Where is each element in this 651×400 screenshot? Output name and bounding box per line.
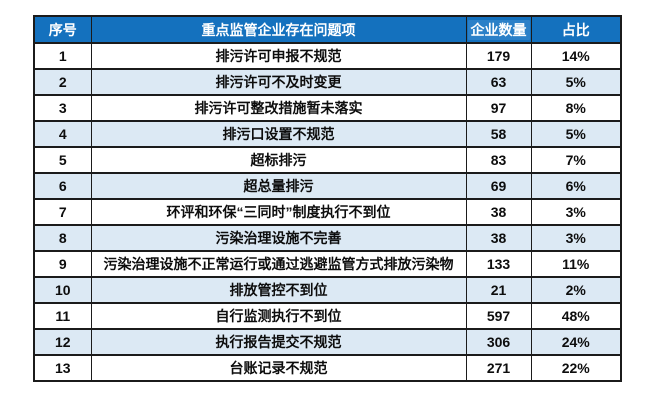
percent-cell: 8% <box>530 94 622 122</box>
row-number-cell: 11 <box>33 302 92 330</box>
issue-cell: 台账记录不规范 <box>90 354 467 382</box>
row-number-cell: 8 <box>33 224 92 252</box>
table-row: 6 超总量排污 69 6% <box>33 172 622 200</box>
header-cell-count: 企业数量 <box>465 15 532 44</box>
table-body: 1 排污许可申报不规范 179 14% 2 排污许可不及时变更 63 5% 3 … <box>33 42 622 382</box>
row-number-cell: 7 <box>33 198 92 226</box>
row-number-cell: 1 <box>33 42 92 70</box>
percent-cell: 3% <box>530 224 622 252</box>
row-number-cell: 6 <box>33 172 92 200</box>
count-cell: 597 <box>465 302 532 330</box>
issue-cell: 环评和环保“三同时”制度执行不到位 <box>90 198 467 226</box>
row-number-cell: 13 <box>33 354 92 382</box>
table-row: 12 执行报告提交不规范 306 24% <box>33 328 622 356</box>
header-cell-percent: 占比 <box>530 15 622 44</box>
count-cell: 133 <box>465 250 532 278</box>
row-number-cell: 10 <box>33 276 92 304</box>
count-cell: 179 <box>465 42 532 70</box>
issue-cell: 排污许可不及时变更 <box>90 68 467 96</box>
row-number-cell: 9 <box>33 250 92 278</box>
row-number-cell: 5 <box>33 146 92 174</box>
table-header: 序号 重点监管企业存在问题项 企业数量 占比 <box>33 15 622 44</box>
percent-cell: 22% <box>530 354 622 382</box>
table-row: 2 排污许可不及时变更 63 5% <box>33 68 622 96</box>
table-row: 10 排放管控不到位 21 2% <box>33 276 622 304</box>
header-row: 序号 重点监管企业存在问题项 企业数量 占比 <box>33 15 622 44</box>
table-row: 4 排污口设置不规范 58 5% <box>33 120 622 148</box>
header-cell-number: 序号 <box>33 15 92 44</box>
count-cell: 306 <box>465 328 532 356</box>
percent-cell: 24% <box>530 328 622 356</box>
count-cell: 21 <box>465 276 532 304</box>
table-row: 5 超标排污 83 7% <box>33 146 622 174</box>
row-number-cell: 12 <box>33 328 92 356</box>
count-cell: 97 <box>465 94 532 122</box>
issue-cell: 排污许可整改措施暂未落实 <box>90 94 467 122</box>
count-cell: 38 <box>465 224 532 252</box>
count-cell: 69 <box>465 172 532 200</box>
percent-cell: 11% <box>530 250 622 278</box>
issue-cell: 超标排污 <box>90 146 467 174</box>
issue-cell: 污染治理设施不完善 <box>90 224 467 252</box>
issues-stats-table: 序号 重点监管企业存在问题项 企业数量 占比 1 排污许可申报不规范 179 1… <box>33 15 622 382</box>
percent-cell: 6% <box>530 172 622 200</box>
table-row: 3 排污许可整改措施暂未落实 97 8% <box>33 94 622 122</box>
percent-cell: 5% <box>530 120 622 148</box>
header-cell-issue: 重点监管企业存在问题项 <box>90 15 467 44</box>
row-number-cell: 2 <box>33 68 92 96</box>
percent-cell: 2% <box>530 276 622 304</box>
issue-cell: 排污口设置不规范 <box>90 120 467 148</box>
count-cell: 83 <box>465 146 532 174</box>
issue-cell: 超总量排污 <box>90 172 467 200</box>
count-cell: 271 <box>465 354 532 382</box>
row-number-cell: 4 <box>33 120 92 148</box>
issue-cell: 执行报告提交不规范 <box>90 328 467 356</box>
percent-cell: 3% <box>530 198 622 226</box>
count-cell: 58 <box>465 120 532 148</box>
table-row: 11 自行监测执行不到位 597 48% <box>33 302 622 330</box>
table-row: 7 环评和环保“三同时”制度执行不到位 38 3% <box>33 198 622 226</box>
percent-cell: 48% <box>530 302 622 330</box>
issue-cell: 排放管控不到位 <box>90 276 467 304</box>
row-number-cell: 3 <box>33 94 92 122</box>
table-row: 8 污染治理设施不完善 38 3% <box>33 224 622 252</box>
percent-cell: 14% <box>530 42 622 70</box>
issue-cell: 排污许可申报不规范 <box>90 42 467 70</box>
table-row: 13 台账记录不规范 271 22% <box>33 354 622 382</box>
percent-cell: 5% <box>530 68 622 96</box>
stats-table-container: 序号 重点监管企业存在问题项 企业数量 占比 1 排污许可申报不规范 179 1… <box>33 15 622 382</box>
percent-cell: 7% <box>530 146 622 174</box>
count-cell: 63 <box>465 68 532 96</box>
table-row: 1 排污许可申报不规范 179 14% <box>33 42 622 70</box>
table-row: 9 污染治理设施不正常运行或通过逃避监管方式排放污染物 133 11% <box>33 250 622 278</box>
header-count-highlight: 企业数量 <box>467 19 530 40</box>
issue-cell: 自行监测执行不到位 <box>90 302 467 330</box>
count-cell: 38 <box>465 198 532 226</box>
issue-cell: 污染治理设施不正常运行或通过逃避监管方式排放污染物 <box>90 250 467 278</box>
